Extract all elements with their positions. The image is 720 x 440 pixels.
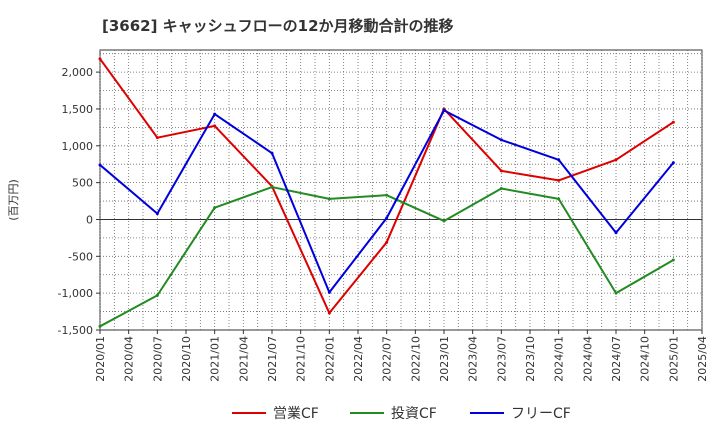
data-point xyxy=(614,158,618,162)
x-tick-label: 2021/01 xyxy=(209,336,222,382)
x-tick-label: 2022/10 xyxy=(409,336,422,382)
y-axis: -1,500 -1,000 -500 0 500 1,000 1,500 2,000 xyxy=(58,66,100,337)
data-point xyxy=(385,193,389,197)
x-tick-label: 2024/04 xyxy=(581,336,594,382)
data-point xyxy=(213,206,217,210)
data-point xyxy=(155,136,159,140)
x-tick-label: 2023/04 xyxy=(467,336,480,382)
x-tick-label: 2024/10 xyxy=(639,336,652,382)
data-point xyxy=(557,178,561,182)
x-tick-label: 2021/10 xyxy=(295,336,308,382)
y-tick-label: 2,000 xyxy=(62,66,94,79)
x-tick-label: 2025/01 xyxy=(667,336,680,382)
x-tick-label: 2020/10 xyxy=(180,336,193,382)
x-tick-label: 2023/07 xyxy=(495,336,508,382)
legend-label: フリーCF xyxy=(511,406,571,422)
data-point xyxy=(327,290,331,294)
chart-title: [3662] キャッシュフローの12か月移動合計の推移 xyxy=(102,17,454,35)
data-point xyxy=(213,112,217,116)
x-axis: 2020/01 2020/04 2020/07 2020/10 2021/01 2021/… xyxy=(94,330,709,382)
data-point xyxy=(98,324,102,328)
y-tick-label: -1,500 xyxy=(58,324,93,337)
data-point xyxy=(155,212,159,216)
data-point xyxy=(499,138,503,142)
data-point xyxy=(557,158,561,162)
data-point xyxy=(385,216,389,220)
y-tick-label: 500 xyxy=(72,177,93,190)
data-point xyxy=(98,163,102,167)
x-tick-label: 2025/04 xyxy=(696,336,709,382)
y-tick-label: -1,000 xyxy=(58,287,93,300)
y-tick-label: 1,000 xyxy=(62,140,94,153)
y-axis-label: (百万円) xyxy=(7,179,20,221)
data-point xyxy=(98,57,102,61)
x-tick-label: 2022/07 xyxy=(381,336,394,382)
legend-label: 営業CF xyxy=(273,406,319,422)
data-point xyxy=(155,293,159,297)
data-point xyxy=(614,231,618,235)
x-tick-label: 2024/07 xyxy=(610,336,623,382)
data-point xyxy=(557,197,561,201)
data-point xyxy=(213,124,217,128)
data-point xyxy=(327,311,331,315)
data-point xyxy=(499,169,503,173)
x-tick-label: 2022/01 xyxy=(323,336,336,382)
data-point xyxy=(270,151,274,155)
x-tick-label: 2024/01 xyxy=(553,336,566,382)
data-point xyxy=(499,187,503,191)
series-lines xyxy=(98,57,675,328)
y-tick-label: -500 xyxy=(68,250,93,263)
data-point xyxy=(385,240,389,244)
x-tick-label: 2020/07 xyxy=(151,336,164,382)
x-tick-label: 2022/04 xyxy=(352,336,365,382)
x-tick-label: 2021/04 xyxy=(237,336,250,382)
data-point xyxy=(327,197,331,201)
y-tick-label: 0 xyxy=(86,213,93,226)
x-tick-label: 2023/10 xyxy=(524,336,537,382)
legend: 営業CF 投資CF フリーCF xyxy=(232,406,571,422)
x-tick-label: 2023/01 xyxy=(438,336,451,382)
y-tick-label: 1,500 xyxy=(62,103,94,116)
data-point xyxy=(442,108,446,112)
data-point xyxy=(671,161,675,165)
data-point xyxy=(671,120,675,124)
x-tick-label: 2020/01 xyxy=(94,336,107,382)
x-tick-label: 2021/07 xyxy=(266,336,279,382)
data-point xyxy=(614,291,618,295)
data-point xyxy=(270,185,274,189)
data-point xyxy=(442,219,446,223)
data-point xyxy=(671,258,675,262)
legend-label: 投資CF xyxy=(391,406,437,422)
x-tick-label: 2020/04 xyxy=(123,336,136,382)
plot-area xyxy=(99,49,703,331)
